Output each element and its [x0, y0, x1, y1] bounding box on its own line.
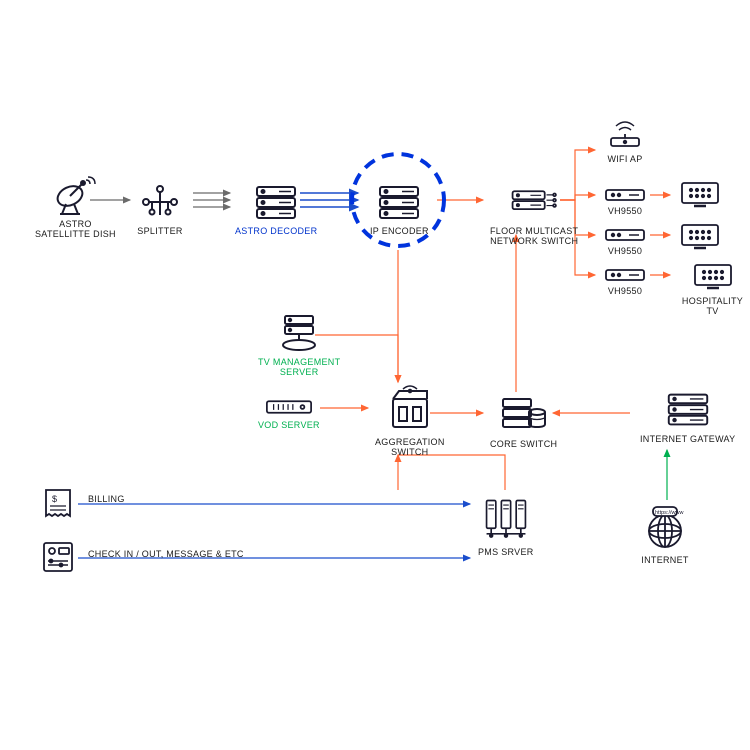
aggregation-switch-icon: [385, 385, 435, 433]
stb-icon: [600, 268, 650, 282]
server-desktop-icon: [274, 313, 324, 353]
htv-label: HOSPITALITY TV: [675, 296, 750, 316]
vh9550-2-label: VH9550: [608, 246, 642, 256]
network-switch-icon: [509, 182, 559, 222]
server-rack-icon: [374, 182, 424, 222]
node-vh9550-3: VH9550: [600, 268, 650, 296]
node-internet-gateway: INTERNET GATEWAY: [640, 390, 735, 444]
gateway-icon: [663, 390, 713, 430]
vh9550-1-label: VH9550: [608, 206, 642, 216]
coreswitch-label: CORE SWITCH: [490, 439, 557, 449]
internet-label: INTERNET: [641, 555, 688, 565]
tv-icon: [688, 262, 738, 292]
svg-text:$: $: [52, 494, 57, 504]
svg-text:https://www: https://www: [655, 510, 683, 516]
node-aggregation-switch: AGGREGATIONSWITCH: [375, 385, 445, 457]
pms-label: PMS SRVER: [478, 547, 534, 557]
node-htv-2: [675, 222, 725, 252]
node-pms-server: PMS SRVER: [478, 495, 534, 557]
encoder-label: IP ENCODER: [370, 226, 429, 236]
checkin-text: CHECK IN / OUT, MESSAGE & ETC: [88, 549, 244, 559]
core-switch-icon: [499, 395, 549, 435]
node-checkin: [40, 540, 76, 574]
splitter-label: SPLITTER: [137, 226, 182, 236]
node-billing: $: [40, 487, 76, 521]
igateway-label: INTERNET GATEWAY: [640, 434, 735, 444]
node-htv-3: HOSPITALITY TV: [675, 262, 750, 316]
node-vh9550-1: VH9550: [600, 188, 650, 216]
node-internet: https://www INTERNET: [640, 505, 690, 565]
wifi-ap-icon: [600, 120, 650, 150]
vh9550-3-label: VH9550: [608, 286, 642, 296]
node-core-switch: CORE SWITCH: [490, 395, 557, 449]
stb-icon: [600, 228, 650, 242]
control-panel-icon: [40, 540, 76, 574]
satellite-dish-icon: [50, 175, 100, 215]
node-splitter: SPLITTER: [135, 182, 185, 236]
decoder-label: ASTRO DECODER: [235, 226, 317, 236]
node-vh9550-2: VH9550: [600, 228, 650, 256]
node-htv-1: [675, 180, 725, 210]
tv-icon: [675, 222, 725, 252]
node-floor-switch: FLOOR MULTICASTNETWORK SWITCH: [490, 182, 578, 246]
node-astro-decoder: ASTRO DECODER: [235, 182, 317, 236]
stb-icon: [600, 188, 650, 202]
splitter-icon: [135, 182, 185, 222]
receipt-icon: $: [40, 487, 76, 521]
node-wifi-ap: WIFI AP: [600, 120, 650, 164]
aggswitch-label: AGGREGATIONSWITCH: [375, 437, 445, 457]
tvmgmt-label: TV MANAGEMENTSERVER: [258, 357, 340, 377]
node-ip-encoder: IP ENCODER: [370, 182, 429, 236]
billing-text: BILLING: [88, 494, 125, 504]
globe-icon: https://www: [640, 505, 690, 551]
wifiap-label: WIFI AP: [607, 154, 642, 164]
node-tv-mgmt: TV MANAGEMENTSERVER: [258, 313, 340, 377]
server-rack-icon: [251, 182, 301, 222]
server-cluster-icon: [481, 495, 531, 543]
floorswitch-label: FLOOR MULTICASTNETWORK SWITCH: [490, 226, 578, 246]
vodserver-label: VOD SERVER: [258, 420, 320, 430]
satellite-label: ASTROSATELLITTE DISH: [35, 219, 116, 239]
connections-layer: [0, 0, 750, 750]
node-satellite-dish: ASTROSATELLITTE DISH: [35, 175, 116, 239]
node-vod-server: VOD SERVER: [258, 398, 320, 430]
rack-unit-icon: [264, 398, 314, 416]
tv-icon: [675, 180, 725, 210]
